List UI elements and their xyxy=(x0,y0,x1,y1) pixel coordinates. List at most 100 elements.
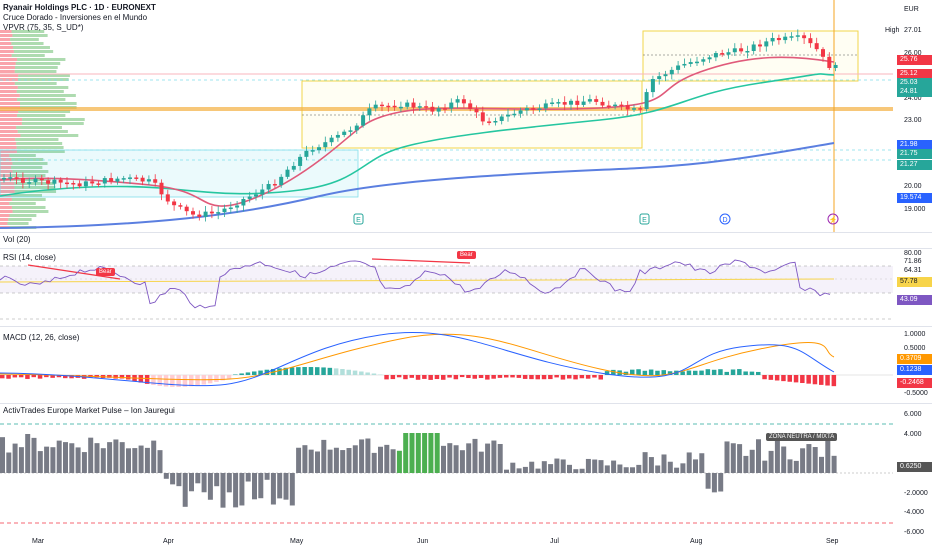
candle-body xyxy=(83,181,88,187)
pulse-bar xyxy=(333,447,339,473)
symbol-title[interactable]: Ryanair Holdings PLC · 1D · EURONEXT xyxy=(3,3,156,12)
candle-body xyxy=(726,52,731,55)
candle-body xyxy=(676,65,681,70)
vpvr-bar-up xyxy=(15,66,58,69)
macd-hist-bar xyxy=(138,375,144,383)
pulse-bar xyxy=(69,443,75,473)
zone-box-may-jun xyxy=(301,80,643,149)
candle-body xyxy=(524,108,529,111)
pane-separator[interactable] xyxy=(0,248,932,249)
pulse-bar xyxy=(6,452,12,473)
pulse-bar xyxy=(510,462,516,473)
candle-body xyxy=(594,99,599,102)
macd-hist-bar xyxy=(743,371,748,375)
candle-body xyxy=(455,99,460,103)
candle-body xyxy=(720,53,725,55)
currency-label[interactable]: EUR xyxy=(904,6,919,13)
macd-tick: -0.5000 xyxy=(904,390,928,397)
pulse-bar xyxy=(459,450,465,473)
macd-hist-bar xyxy=(415,375,421,380)
macd-hist-bar xyxy=(756,371,761,375)
indicator-cruce-dorado[interactable]: Cruce Dorado - Inversiones en el Mundo xyxy=(3,13,148,22)
macd-hist-bar xyxy=(787,375,792,382)
pulse-bar xyxy=(327,449,333,473)
pulse-bar xyxy=(567,464,572,473)
candle-body xyxy=(342,131,347,135)
price-tick: 19.000 xyxy=(904,206,926,213)
macd-hist-bar xyxy=(0,375,5,379)
candle-body xyxy=(638,108,643,110)
macd-title[interactable]: MACD (12, 26, close) xyxy=(3,333,80,342)
rsi-divergence xyxy=(27,264,121,280)
candle-body xyxy=(802,35,807,39)
vpvr-bar-up xyxy=(20,134,79,137)
candle-body xyxy=(474,108,479,113)
macd-hist-bar xyxy=(214,375,219,382)
pulse-bar xyxy=(522,466,528,473)
pulse-bar xyxy=(107,442,113,473)
rsi-tick: 80.00 xyxy=(904,250,922,257)
macd-hist-bar xyxy=(226,375,232,379)
pulse-bar xyxy=(163,473,169,479)
price-badge: 25.03 xyxy=(897,78,932,88)
macd-hist-bar xyxy=(441,375,446,380)
pulse-bar xyxy=(611,460,617,473)
pulse-pane[interactable] xyxy=(0,404,893,534)
vol-title[interactable]: Vol (20) xyxy=(3,235,31,244)
pulse-bar xyxy=(573,469,579,473)
macd-hist-bar xyxy=(333,368,339,375)
pulse-bar xyxy=(598,460,604,473)
pulse-bar xyxy=(239,473,245,506)
pulse-bar xyxy=(157,450,163,473)
candle-body xyxy=(121,178,126,180)
pulse-bar xyxy=(302,445,308,473)
macd-hist-bar xyxy=(478,375,484,379)
macd-hist-bar xyxy=(762,375,767,380)
candle-body xyxy=(2,177,6,180)
pulse-title[interactable]: ActivTrades Europe Market Pulse – Ion Ja… xyxy=(3,406,175,415)
macd-hist-bar xyxy=(12,375,18,378)
pulse-bar xyxy=(340,450,346,473)
vpvr-bar-down xyxy=(0,166,12,169)
pulse-bar xyxy=(207,473,213,500)
candle-body xyxy=(361,115,366,126)
candle-body xyxy=(487,121,492,123)
pulse-bar xyxy=(233,473,239,508)
candle-body xyxy=(663,74,668,77)
pulse-bar xyxy=(831,455,837,473)
vpvr-bar-down xyxy=(0,82,15,85)
vpvr-bar-down xyxy=(0,38,11,41)
candle-body xyxy=(499,116,504,121)
rsi-tick: 64.31 xyxy=(904,267,922,274)
pulse-bar xyxy=(711,473,717,493)
pulse-bar xyxy=(94,443,100,473)
candle-body xyxy=(695,61,699,64)
pane-separator[interactable] xyxy=(0,232,932,233)
vpvr-bar-up xyxy=(19,94,76,97)
indicator-vpvr[interactable]: VPVR (75, 35, S_UD*) xyxy=(3,23,84,32)
pulse-histogram xyxy=(0,433,837,508)
macd-pane[interactable] xyxy=(0,327,893,402)
candle-body xyxy=(373,104,378,109)
candle-body xyxy=(531,108,536,110)
macd-hist-bar xyxy=(730,369,736,375)
pulse-bar xyxy=(774,440,780,473)
candle-body xyxy=(52,179,57,184)
rsi-title[interactable]: RSI (14, close) xyxy=(3,253,56,262)
pulse-bar xyxy=(151,440,157,473)
pulse-bar xyxy=(541,461,547,473)
macd-hist-bar xyxy=(403,375,408,380)
vpvr-bar-down xyxy=(0,50,14,53)
macd-hist-bar xyxy=(749,371,755,375)
pane-separator[interactable] xyxy=(0,403,932,404)
macd-hist-bar xyxy=(157,375,162,386)
pulse-bar xyxy=(396,450,402,473)
macd-hist-bar xyxy=(396,375,402,378)
candle-body xyxy=(713,53,718,58)
rsi-value-badge: 43.09 xyxy=(897,295,932,305)
pane-separator[interactable] xyxy=(0,326,932,327)
rsi-pane[interactable] xyxy=(0,249,893,324)
price-pane[interactable]: E E D ⚡ xyxy=(0,0,893,232)
macd-hist-bar xyxy=(277,368,282,375)
vpvr-bar-up xyxy=(12,34,48,37)
